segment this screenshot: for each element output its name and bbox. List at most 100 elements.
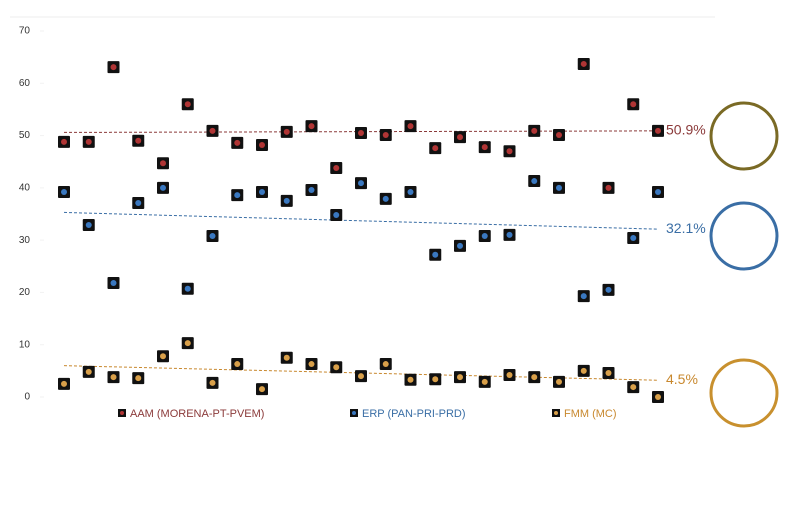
point-dot <box>358 129 364 136</box>
point <box>454 239 466 252</box>
point <box>429 142 442 155</box>
point-dot <box>630 235 637 242</box>
point-dot <box>655 189 661 196</box>
point-dot <box>630 101 637 108</box>
point-dot <box>259 141 265 148</box>
legend-label: ERP (PAN-PRI-PRD) <box>362 408 466 420</box>
point-dot <box>308 123 315 130</box>
point <box>206 229 219 242</box>
point-dot <box>382 361 389 368</box>
point-dot <box>135 200 142 207</box>
point-dot <box>407 189 414 196</box>
point <box>82 135 95 148</box>
point-dot <box>209 127 216 134</box>
point <box>107 371 120 384</box>
point <box>330 161 343 174</box>
ring <box>709 101 779 171</box>
y-tick-label: 20 <box>19 287 31 298</box>
point <box>355 126 367 139</box>
point-dot <box>85 221 92 228</box>
end-label: 50.9% <box>666 122 706 138</box>
point-dot <box>506 231 513 238</box>
point-dot <box>333 364 340 371</box>
point <box>528 371 541 384</box>
point <box>528 175 541 188</box>
trend-line <box>63 211 659 230</box>
y-tick-label: 60 <box>19 78 31 89</box>
point-dot <box>85 138 92 145</box>
point <box>627 381 640 394</box>
point-dot <box>61 380 67 387</box>
point-dot <box>61 138 67 145</box>
point-dot <box>259 189 265 196</box>
point <box>404 186 417 199</box>
point <box>404 120 417 133</box>
point-dot <box>605 286 612 293</box>
point-dot <box>605 184 612 191</box>
point-dot <box>382 195 389 202</box>
point <box>652 391 664 403</box>
point <box>305 183 318 196</box>
point-dot <box>407 123 414 130</box>
y-tick-label: 50 <box>19 130 31 141</box>
point-dot <box>110 64 117 71</box>
y-tick-label: 30 <box>19 235 31 246</box>
point <box>355 370 367 383</box>
point-dot <box>209 379 216 386</box>
point <box>181 282 194 295</box>
point <box>231 136 244 149</box>
end-label: 32.1% <box>666 220 706 236</box>
legend-label: AAM (MORENA-PT-PVEM) <box>130 408 264 420</box>
point <box>231 189 244 202</box>
legend-dot <box>352 411 356 415</box>
point-dot <box>531 127 538 134</box>
point-dot <box>655 394 661 400</box>
point <box>429 373 442 386</box>
point-dot <box>160 184 166 191</box>
point-dot <box>630 384 637 391</box>
point <box>256 138 268 151</box>
point-dot <box>432 376 439 383</box>
point <box>454 371 466 384</box>
point <box>231 358 244 371</box>
y-tick-label: 0 <box>24 392 30 403</box>
point <box>478 141 491 154</box>
point-dot <box>457 134 463 141</box>
point-dot <box>605 369 612 376</box>
point-dot <box>580 60 587 67</box>
point-dot <box>655 127 661 134</box>
point <box>107 277 120 290</box>
point-dot <box>457 242 463 249</box>
point-dot <box>135 137 142 144</box>
point-dot <box>556 378 562 385</box>
point <box>256 186 268 199</box>
point <box>355 177 367 190</box>
point <box>58 135 70 148</box>
point <box>280 125 293 138</box>
point <box>58 377 70 390</box>
point <box>379 192 392 205</box>
point-dot <box>481 378 488 385</box>
point <box>627 232 640 245</box>
point-dot <box>135 375 142 382</box>
point <box>577 290 590 303</box>
point-dot <box>283 128 290 135</box>
point-dot <box>382 132 389 139</box>
end-label: 4.5% <box>666 371 698 387</box>
point <box>330 361 343 374</box>
point <box>528 124 541 137</box>
legend-dot <box>554 411 558 415</box>
point-dot <box>184 285 191 292</box>
point-dot <box>506 372 513 379</box>
point <box>553 375 565 388</box>
point-dot <box>308 186 315 193</box>
point <box>82 365 95 378</box>
point <box>454 131 466 144</box>
point-dot <box>333 212 340 219</box>
point-dot <box>481 144 488 151</box>
point <box>429 248 442 261</box>
point-dot <box>184 340 191 347</box>
point-dot <box>432 251 439 258</box>
